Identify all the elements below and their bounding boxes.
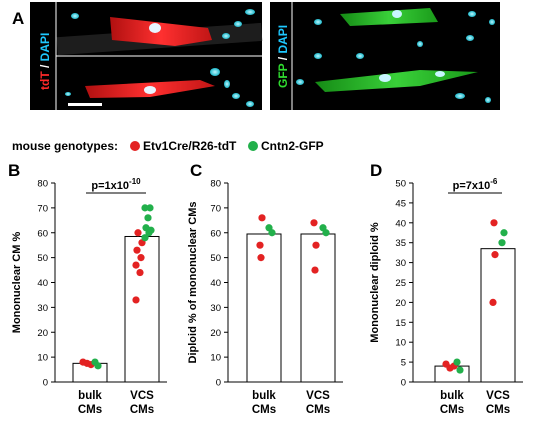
micrograph-left: tdT / DAPI — [30, 2, 263, 110]
data-point — [489, 298, 497, 306]
data-point — [456, 366, 464, 374]
chart-c: C Diploid % of mononuclear CMs 0 10 20 30 40 50… — [187, 161, 343, 416]
y-tick-label: 40 — [210, 278, 221, 289]
data-point — [141, 234, 149, 242]
p-value-label: p=7x10-6 — [453, 177, 498, 192]
data-point — [146, 204, 154, 212]
data-point — [141, 204, 149, 212]
y-tick-label: 30 — [37, 303, 48, 314]
panel-letter: D — [370, 161, 382, 180]
legend-label-green: Cntn2-GFP — [261, 139, 324, 153]
data-point — [453, 358, 461, 366]
data-point — [498, 239, 506, 247]
y-tick-label: 20 — [210, 328, 221, 339]
panel-letter-a: A — [12, 9, 24, 28]
data-point — [500, 229, 508, 237]
panel-letter: B — [8, 161, 20, 180]
data-point — [310, 219, 318, 227]
y-tick-label: 30 — [210, 303, 221, 314]
data-point — [137, 254, 145, 262]
y-tick-label: 0 — [401, 378, 406, 389]
category-label: bulk CMs — [252, 390, 277, 416]
legend-title: mouse genotypes: — [12, 139, 118, 153]
category-label: bulk CMs — [78, 390, 103, 416]
y-tick-label: 80 — [210, 179, 221, 190]
data-point — [144, 214, 152, 222]
y-tick-label: 50 — [210, 253, 221, 264]
bar — [480, 248, 516, 383]
y-axis-label: Mononuclear diploid % — [369, 222, 381, 343]
chart-d: D Mononuclear diploid % 0 5 10 15 20 25 30 35 40 45… — [369, 161, 523, 416]
legend-swatch-green — [248, 141, 258, 151]
data-point — [311, 266, 319, 274]
label-gfp-dapi: GFP / DAPI — [276, 25, 290, 88]
category-label: VCS CMs — [306, 390, 330, 416]
category-label: bulk CMs — [440, 390, 465, 416]
data-point — [490, 219, 498, 227]
y-tick-label: 10 — [210, 353, 221, 364]
y-tick-label: 60 — [37, 228, 48, 239]
y-tick-label: 35 — [395, 238, 406, 249]
y-tick-label: 0 — [43, 378, 48, 389]
data-point — [256, 241, 264, 249]
legend-swatch-red — [130, 141, 140, 151]
y-tick-label: 70 — [210, 203, 221, 214]
micrograph-right: GFP / DAPI — [270, 2, 500, 110]
y-tick-label: 80 — [37, 179, 48, 190]
legend-label-red: Etv1Cre/R26-tdT — [143, 139, 237, 153]
data-point — [257, 254, 265, 262]
y-tick-label: 25 — [395, 278, 406, 289]
data-point — [94, 362, 102, 370]
y-tick-label: 20 — [395, 298, 406, 309]
p-value-label: p=1x10-10 — [91, 177, 141, 192]
y-tick-label: 60 — [210, 228, 221, 239]
data-point — [268, 229, 276, 237]
y-tick-label: 10 — [37, 353, 48, 364]
data-point — [132, 261, 140, 269]
y-tick-label: 45 — [395, 198, 406, 209]
y-tick-label: 50 — [395, 179, 406, 190]
y-tick-label: 15 — [395, 318, 406, 329]
data-point — [136, 268, 144, 277]
y-tick-label: 30 — [395, 258, 406, 269]
category-label: VCS CMs — [130, 390, 154, 416]
green-cardiomyocyte-top — [340, 8, 438, 26]
data-point — [491, 251, 499, 259]
data-point — [312, 241, 320, 249]
y-tick-label: 0 — [216, 378, 221, 389]
data-point — [133, 246, 141, 254]
scale-bar — [68, 103, 102, 106]
y-tick-label: 40 — [395, 218, 406, 229]
data-point — [134, 229, 142, 237]
red-cardiomyocyte-top — [110, 17, 212, 46]
bar — [300, 233, 336, 383]
y-tick-label: 20 — [37, 328, 48, 339]
y-axis-label: Diploid % of mononuclear CMs — [187, 202, 199, 364]
y-tick-label: 10 — [395, 338, 406, 349]
y-tick-label: 70 — [37, 203, 48, 214]
data-point — [147, 226, 155, 234]
chart-b: B Mononuclear CM % 0 10 20 30 40 50 60 70 80 bulk CM… — [8, 161, 167, 416]
label-tdt-dapi: tdT / DAPI — [38, 33, 52, 90]
y-tick-label: 40 — [37, 278, 48, 289]
y-axis-label: Mononuclear CM % — [11, 232, 23, 334]
legend: mouse genotypes: Etv1Cre/R26-tdT Cntn2-G… — [12, 139, 324, 153]
data-point — [322, 229, 330, 237]
data-point — [258, 214, 266, 222]
y-tick-label: 50 — [37, 253, 48, 264]
data-point — [132, 296, 140, 304]
panel-letter: C — [190, 161, 202, 180]
category-label: VCS CMs — [486, 390, 510, 416]
y-tick-label: 5 — [401, 358, 406, 369]
